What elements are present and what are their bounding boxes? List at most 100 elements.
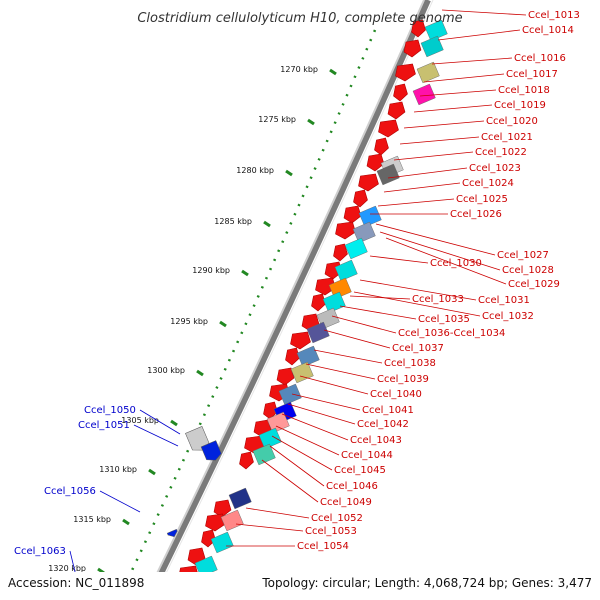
forward-gene <box>335 221 356 240</box>
function-block <box>352 221 376 244</box>
gene-label[interactable]: Ccel_1029 <box>508 279 560 290</box>
forward-gene <box>276 367 295 386</box>
function-block <box>306 321 330 344</box>
gene-label[interactable]: Ccel_1019 <box>494 100 546 111</box>
label-connector <box>385 237 507 285</box>
gene-label[interactable]: Ccel_1032 <box>482 311 534 322</box>
forward-gene <box>403 39 422 58</box>
gene-label[interactable]: Ccel_1021 <box>481 132 533 143</box>
label-connector <box>281 413 349 441</box>
gene-label[interactable]: Ccel_1020 <box>486 116 538 127</box>
label-connector <box>375 223 496 256</box>
gene-label[interactable]: Ccel_1051 <box>78 420 130 431</box>
gene-label[interactable]: Ccel_1033 <box>412 294 464 305</box>
gene-label[interactable]: Ccel_1043 <box>350 435 402 446</box>
tick-mark <box>285 169 293 177</box>
function-block <box>278 383 302 406</box>
gene-label[interactable]: Ccel_1028 <box>502 265 554 276</box>
forward-gene <box>315 277 336 296</box>
gene-label[interactable]: Ccel_1017 <box>506 69 558 80</box>
function-block <box>210 531 234 554</box>
tick-mark <box>148 468 156 476</box>
tick-layer: 1270 kbp 1275 kbp 1280 kbp 1285 kbp 1290 kbp… <box>48 65 337 575</box>
label-connector <box>313 349 383 364</box>
gene-label[interactable]: Ccel_1039 <box>377 374 429 385</box>
tick-label: 1295 kbp <box>170 317 208 326</box>
forward-gene <box>311 293 326 312</box>
function-block <box>220 509 244 532</box>
tick-label: 1285 kbp <box>214 217 252 226</box>
gene-label[interactable]: Ccel_1036-Ccel_1034 <box>398 328 505 339</box>
gene-label[interactable]: Ccel_1037 <box>392 343 444 354</box>
label-connector <box>353 291 481 317</box>
gene-label[interactable]: Ccel_1050 <box>84 405 136 416</box>
gene-label[interactable]: Ccel_1024 <box>462 178 514 189</box>
gene-label[interactable]: Ccel_1031 <box>478 295 530 306</box>
gene-label[interactable]: Ccel_1063 <box>14 546 66 557</box>
forward-gene <box>393 83 408 102</box>
tick-label: 1305 kbp <box>121 416 159 425</box>
label-connector <box>423 73 505 83</box>
gene-label[interactable]: Ccel_1045 <box>334 465 386 476</box>
label-connector <box>69 550 77 577</box>
tick-mark <box>196 369 204 377</box>
function-block <box>412 83 436 106</box>
tick-mark <box>329 68 337 76</box>
gene-label[interactable]: Ccel_1040 <box>370 389 422 400</box>
function-block <box>344 237 368 260</box>
gene-label[interactable]: Ccel_1049 <box>320 497 372 508</box>
label-connector <box>379 231 501 271</box>
forward-gene <box>343 205 362 224</box>
gene-label[interactable]: Ccel_1052 <box>311 513 363 524</box>
tick-label: 1310 kbp <box>99 465 137 474</box>
gene-label[interactable]: Ccel_1053 <box>305 526 357 537</box>
function-track <box>194 19 448 578</box>
forward-gene <box>358 173 379 192</box>
gene-label[interactable]: Ccel_1018 <box>498 85 550 96</box>
label-connector <box>299 375 369 395</box>
reverse-gene <box>166 528 178 538</box>
label-connector <box>437 29 521 41</box>
function-block <box>328 277 352 300</box>
forward-gene <box>285 347 300 366</box>
gene-label[interactable]: Ccel_1054 <box>297 541 349 552</box>
label-connector <box>261 459 319 503</box>
label-connector <box>403 120 485 129</box>
label-connector <box>339 305 417 320</box>
gene-label[interactable]: Ccel_1044 <box>341 450 393 461</box>
function-block <box>334 259 358 282</box>
gene-label[interactable]: Ccel_1016 <box>514 53 566 64</box>
gene-label[interactable]: Ccel_1022 <box>475 147 527 158</box>
tick-label: 1320 kbp <box>48 564 86 573</box>
forward-gene <box>263 401 278 420</box>
forward-gene <box>205 513 226 532</box>
forward-gene <box>378 119 399 138</box>
gene-label[interactable]: Ccel_1027 <box>497 250 549 261</box>
gene-label[interactable]: Ccel_1023 <box>469 163 521 174</box>
accession-label: Accession: NC_011898 <box>8 576 144 590</box>
tick-mark <box>122 518 130 526</box>
gene-label[interactable]: Ccel_1041 <box>362 405 414 416</box>
gene-label[interactable]: Ccel_1035 <box>418 314 470 325</box>
label-connector <box>323 329 391 349</box>
gene-label[interactable]: Ccel_1013 <box>528 10 580 21</box>
gene-label[interactable]: Ccel_1030 <box>430 258 482 269</box>
gene-label[interactable]: Ccel_1046 <box>326 481 378 492</box>
gene-label[interactable]: Ccel_1056 <box>44 486 96 497</box>
tick-mark <box>241 269 249 277</box>
forward-gene <box>395 63 416 82</box>
gene-label[interactable]: Ccel_1014 <box>522 25 574 36</box>
gene-label[interactable]: Ccel_1026 <box>450 209 502 220</box>
gene-label[interactable]: Ccel_1042 <box>357 419 409 430</box>
label-connector <box>287 403 356 425</box>
tick-mark <box>263 220 271 228</box>
function-block <box>358 205 382 228</box>
function-block <box>266 411 290 434</box>
label-connector <box>393 151 474 161</box>
forward-gene <box>201 529 216 548</box>
forward-gene <box>213 499 232 518</box>
gene-label[interactable]: Ccel_1025 <box>456 194 508 205</box>
gene-label[interactable]: Ccel_1038 <box>384 358 436 369</box>
label-connector <box>431 57 513 65</box>
